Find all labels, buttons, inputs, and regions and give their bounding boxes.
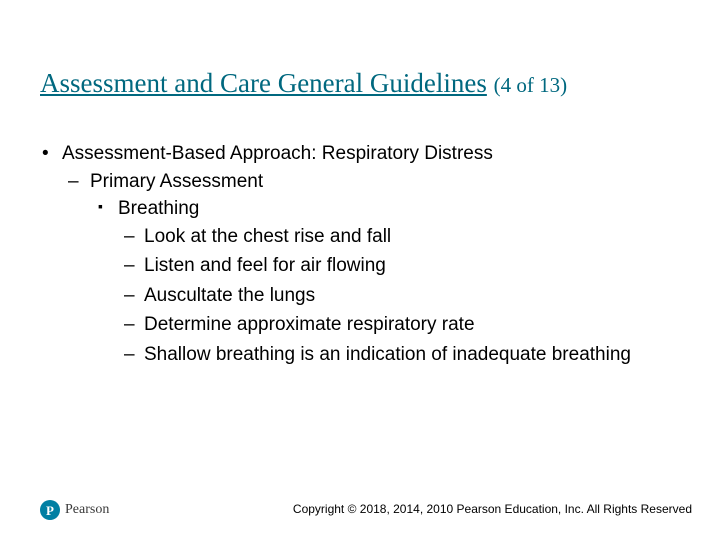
title-wrap: Assessment and Care General Guidelines (… xyxy=(40,68,680,99)
list-item: Shallow breathing is an indication of in… xyxy=(118,341,670,369)
title-counter: (4 of 13) xyxy=(494,73,567,97)
slide-body: Assessment-Based Approach: Respiratory D… xyxy=(40,140,670,370)
bullet-text: Assessment-Based Approach: Respiratory D… xyxy=(62,143,493,164)
title-main: Assessment and Care General Guidelines xyxy=(40,68,487,98)
bullet-text: Primary Assessment xyxy=(90,171,263,192)
logo-letter: P xyxy=(46,504,54,517)
bullet-text: Listen and feel for air flowing xyxy=(144,255,386,276)
slide: Assessment and Care General Guidelines (… xyxy=(0,0,720,540)
bullet-list-lvl2: Primary Assessment Breathing Look at the… xyxy=(62,168,670,369)
bullet-list-lvl3: Breathing Look at the chest rise and fal… xyxy=(90,195,670,368)
bullet-text: Breathing xyxy=(118,198,199,219)
footer: P Pearson Copyright © 2018, 2014, 2010 P… xyxy=(40,492,692,520)
list-item: Determine approximate respiratory rate xyxy=(118,311,670,339)
list-item: Breathing Look at the chest rise and fal… xyxy=(90,195,670,368)
list-item: Listen and feel for air flowing xyxy=(118,252,670,280)
bullet-list-lvl4: Look at the chest rise and fall Listen a… xyxy=(118,223,670,369)
brand-name: Pearson xyxy=(65,502,109,518)
bullet-text: Look at the chest rise and fall xyxy=(144,226,391,247)
bullet-text: Determine approximate respiratory rate xyxy=(144,314,475,335)
bullet-text: Shallow breathing is an indication of in… xyxy=(144,344,631,365)
bullet-list-lvl1: Assessment-Based Approach: Respiratory D… xyxy=(40,140,670,368)
slide-title: Assessment and Care General Guidelines (… xyxy=(40,68,680,99)
copyright-text: Copyright © 2018, 2014, 2010 Pearson Edu… xyxy=(293,502,692,516)
list-item: Assessment-Based Approach: Respiratory D… xyxy=(40,140,670,368)
brand-logo: P Pearson xyxy=(40,500,109,520)
list-item: Look at the chest rise and fall xyxy=(118,223,670,251)
list-item: Auscultate the lungs xyxy=(118,282,670,310)
bullet-text: Auscultate the lungs xyxy=(144,285,315,306)
list-item: Primary Assessment Breathing Look at the… xyxy=(62,168,670,369)
pearson-p-icon: P xyxy=(40,500,60,520)
